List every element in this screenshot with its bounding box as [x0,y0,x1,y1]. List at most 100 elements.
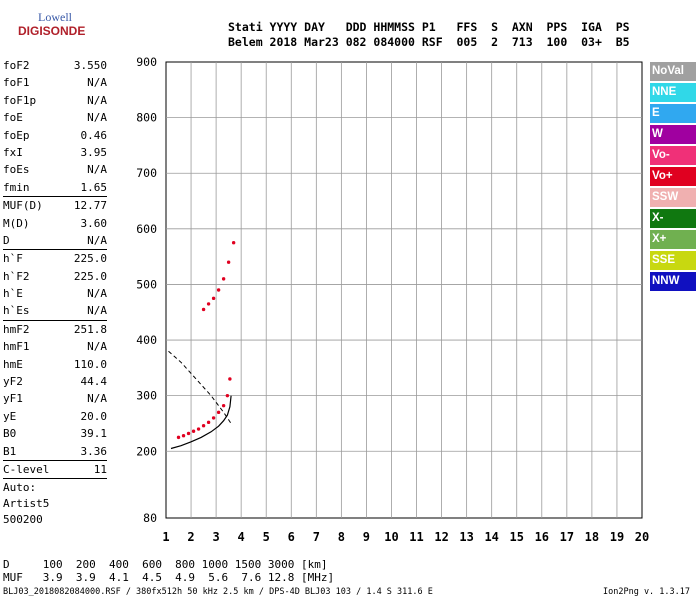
echo-point [216,410,221,415]
echo-point [181,433,186,438]
x-tick-label: 16 [535,530,549,544]
param-value: N/A [87,392,107,406]
param-row: C-level 11 [3,461,107,478]
param-value: 225.0 [73,252,107,266]
auto-line3: 500200 [3,513,43,526]
autoscaling-info: Auto: Artist5 500200 [3,480,49,528]
param-value: N/A [87,93,107,107]
param-separator [3,196,107,198]
param-row: fmin 1.65 [3,179,107,196]
param-value: 20.0 [80,409,108,423]
legend-item-w: W [650,125,696,144]
legend-item-vo: Vo+ [650,167,696,186]
param-key: foF2 [3,59,30,72]
electron-density-profile [170,395,232,450]
legend-item-ssw: SSW [650,188,696,207]
footer-muf-row: MUF 3.9 3.9 4.1 4.5 4.9 5.6 7.6 12.8 [MH… [3,571,335,584]
x-tick-labels: 1 2 3 4 5 6 7 8 9 10 11 12 13 14 15 16 17 18 19 20 [162,530,649,544]
echo-point [206,420,211,425]
profile-curves [168,350,232,450]
echo-point [196,427,201,431]
param-key: h`Es [3,304,30,318]
echo-point [221,403,226,408]
legend-item-noval: NoVal [650,62,696,81]
param-key: h`E [3,287,23,301]
parameter-table: foF2 3.550 foF1 N/A foF1p N/A foE N/A foEp 0.46 fx… [3,57,108,480]
param-row: hmE 110.0 [3,356,107,373]
param-key: foEs [3,163,30,177]
param-row: foE N/A [3,109,107,126]
param-key: yE [3,409,17,423]
param-key: foEp [3,128,30,142]
param-key: fmin [3,180,30,194]
param-row: foF1 N/A [3,74,107,91]
param-value: 44.4 [80,375,108,389]
param-key: C-level [3,462,50,476]
x-tick-label: 15 [510,530,524,544]
param-row: foEs N/A [3,161,107,178]
param-row: h`E N/A [3,285,107,302]
echo-point [211,296,216,301]
y-tick-label: 200 [136,444,157,458]
param-value: 3.95 [80,145,108,159]
param-row: yF2 44.4 [3,373,107,390]
echo-point [176,435,181,440]
legend-item-x: X- [650,209,696,228]
param-key: foE [3,111,23,125]
param-key: M(D) [3,216,30,230]
legend-item-nnw: NNW [650,272,696,291]
x-tick-label: 12 [434,530,448,544]
param-row: B1 3.36 [3,443,107,460]
version-label: Ion2Png v. 1.3.17 [603,587,690,597]
x-tick-label: 18 [585,530,599,544]
y-tick-label: 600 [136,222,157,236]
param-key: yF2 [3,375,23,389]
x-tick-label: 4 [238,530,245,544]
auto-line1: Auto: [3,481,37,494]
param-key: foF1p [3,93,37,107]
param-value: 3.36 [80,444,108,458]
param-key: B1 [3,444,17,458]
y-tick-label: 400 [136,333,157,347]
param-row: M(D) 3.60 [3,215,107,232]
auto-line2: Artist5 [3,497,50,510]
x-tick-label: 20 [635,530,649,544]
x-tick-label: 5 [263,530,270,544]
param-value: N/A [87,287,107,301]
x-tick-label: 19 [610,530,624,544]
x-tick-label: 10 [384,530,398,544]
x-tick-label: 2 [187,530,194,544]
echo-point [211,416,216,420]
param-row: foEp 0.46 [3,127,107,144]
param-row: D N/A [3,232,107,249]
echo-point [201,307,206,312]
traces [176,241,236,440]
y-tick-label: 700 [136,166,157,180]
param-value: 1.65 [80,180,108,194]
param-row: h`F2 225.0 [3,268,107,285]
x-tick-label: 17 [560,530,574,544]
param-value: N/A [87,76,107,90]
echo-point [206,302,211,306]
y-tick-label: 500 [136,277,157,291]
station-header: Stati YYYY DAY DDD HHMMSS P1 FFS S AXN P… [228,20,630,50]
x-tick-label: 9 [363,530,370,544]
param-row: fxI 3.95 [3,144,107,161]
param-key: B0 [3,427,17,441]
y-tick-label: 80 [143,511,157,525]
param-value: 225.0 [73,269,107,283]
param-value: N/A [87,111,107,125]
file-info: BLJ03_2018082084000.RSF / 380fx512h 50 k… [3,587,433,597]
param-row: MUF(D) 12.77 [3,197,107,214]
header-line1: Stati YYYY DAY DDD HHMMSS P1 FFS S AXN P… [228,20,630,34]
param-key: hmE [3,357,23,371]
param-key: foF1 [3,76,30,90]
param-row: hmF2 251.8 [3,321,107,338]
param-value: 11 [93,462,107,476]
legend-item-x: X+ [650,230,696,249]
legend-item-vo: Vo- [650,146,696,165]
param-value: 39.1 [80,427,108,441]
legend: NoVal NNE E W Vo- Vo+ SSW X- X+ SSE NNW [650,62,696,293]
param-value: 0.46 [80,128,108,142]
